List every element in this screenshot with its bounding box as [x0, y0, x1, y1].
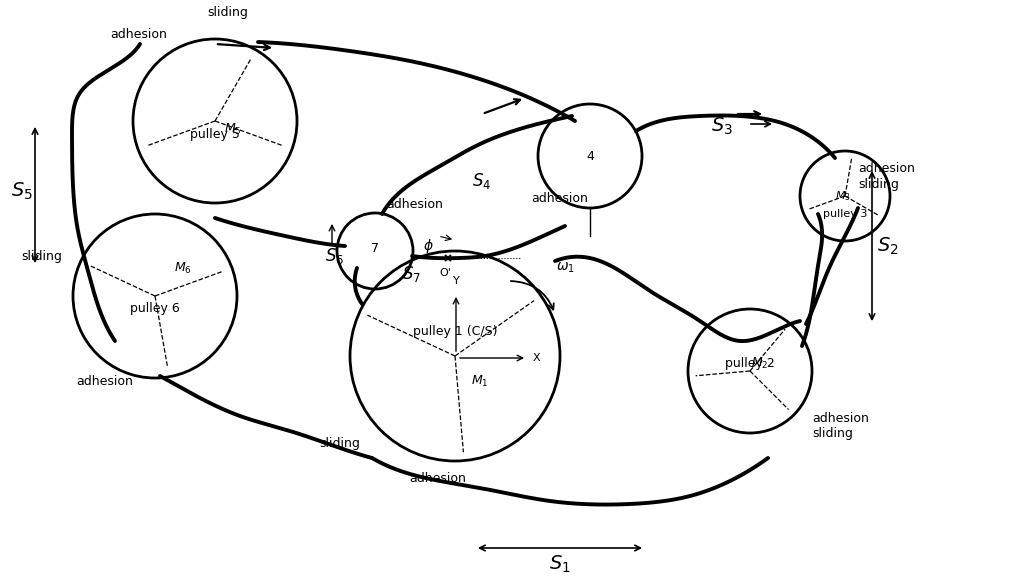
- Text: adhesion: adhesion: [812, 411, 869, 424]
- Text: $\omega_1$: $\omega_1$: [556, 261, 574, 275]
- Text: $M_6$: $M_6$: [174, 260, 191, 275]
- Text: $S_4$: $S_4$: [472, 171, 492, 191]
- Text: sliding: sliding: [858, 178, 899, 190]
- Text: sliding: sliding: [812, 428, 853, 441]
- Text: Y: Y: [453, 276, 460, 286]
- Text: $M_2$: $M_2$: [752, 356, 769, 370]
- Text: $S_6$: $S_6$: [326, 246, 345, 266]
- Text: O': O': [439, 268, 451, 278]
- Text: adhesion: adhesion: [858, 162, 914, 175]
- Text: $S_5$: $S_5$: [11, 180, 33, 202]
- Text: adhesion: adhesion: [110, 28, 167, 40]
- Text: adhesion: adhesion: [77, 374, 133, 387]
- Text: pulley 2: pulley 2: [725, 357, 775, 370]
- Text: $S_1$: $S_1$: [549, 553, 570, 575]
- Text: $\phi$: $\phi$: [423, 237, 433, 255]
- Text: sliding: sliding: [208, 5, 249, 19]
- Text: X: X: [534, 353, 541, 363]
- Text: pulley 3: pulley 3: [823, 209, 867, 219]
- Text: pulley 5: pulley 5: [190, 128, 240, 141]
- Text: adhesion: adhesion: [410, 472, 467, 485]
- Text: sliding: sliding: [319, 438, 360, 451]
- Text: $S_3$: $S_3$: [711, 115, 733, 137]
- Text: $M_3$: $M_3$: [836, 189, 851, 203]
- Text: $M_1$: $M_1$: [471, 373, 488, 389]
- Text: adhesion: adhesion: [387, 197, 443, 210]
- Text: 4: 4: [586, 149, 594, 162]
- Text: 7: 7: [371, 241, 379, 254]
- Text: $S_2$: $S_2$: [878, 236, 899, 257]
- Text: pulley 6: pulley 6: [130, 302, 180, 315]
- Text: $M_5$: $M_5$: [224, 121, 242, 137]
- Text: pulley 1 (C/S): pulley 1 (C/S): [413, 325, 498, 338]
- Text: sliding: sliding: [22, 250, 62, 263]
- Text: $S_7$: $S_7$: [402, 264, 422, 284]
- Text: adhesion: adhesion: [531, 192, 589, 205]
